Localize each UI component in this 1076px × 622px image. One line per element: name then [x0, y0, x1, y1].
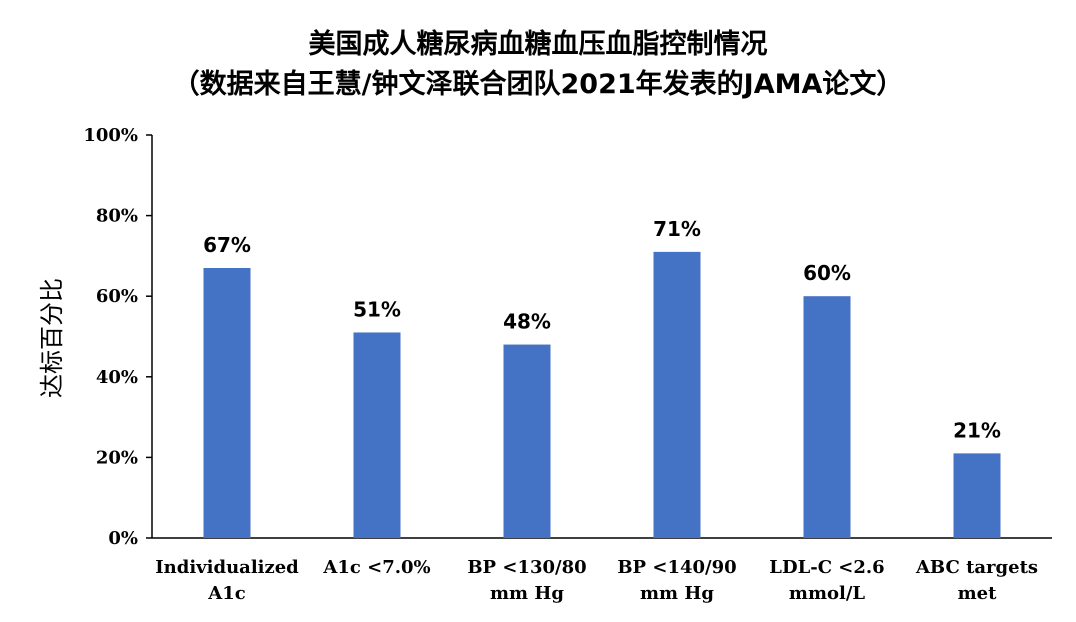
category-label: BP <140/90: [617, 557, 736, 578]
y-tick-label: 0%: [108, 528, 138, 549]
bar: [653, 251, 701, 538]
bar: [503, 344, 551, 538]
bar: [203, 267, 251, 538]
y-tick-label: 40%: [96, 367, 138, 388]
data-label: 71%: [653, 217, 701, 241]
y-tick-label: 100%: [83, 125, 138, 146]
data-label: 21%: [953, 418, 1001, 442]
category-label: LDL-C <2.6: [769, 557, 884, 578]
bar: [953, 453, 1001, 538]
category-label: A1c: [207, 583, 245, 604]
chart-title: 美国成人糖尿病血糖血压血脂控制情况: [308, 29, 768, 60]
category-label: mm Hg: [490, 583, 564, 604]
category-label: ABC targets: [915, 557, 1038, 578]
category-label: Individualized: [155, 557, 299, 578]
data-label: 67%: [203, 233, 251, 257]
data-label: 51%: [353, 297, 401, 321]
chart-subtitle: （数据来自王慧/钟文泽联合团队2021年发表的JAMA论文）: [172, 69, 904, 100]
bar: [803, 296, 851, 538]
bar: [353, 332, 401, 538]
y-axis-label: 达标百分比: [38, 278, 66, 398]
category-label: mmol/L: [789, 583, 866, 604]
y-tick-label: 60%: [96, 286, 138, 307]
data-label: 48%: [503, 310, 551, 334]
y-tick-label: 80%: [96, 206, 138, 227]
data-label: 60%: [803, 261, 851, 285]
category-label: A1c <7.0%: [322, 557, 430, 578]
category-label: met: [958, 583, 997, 604]
category-label: BP <130/80: [467, 557, 586, 578]
y-tick-label: 20%: [96, 447, 138, 468]
category-label: mm Hg: [640, 583, 714, 604]
